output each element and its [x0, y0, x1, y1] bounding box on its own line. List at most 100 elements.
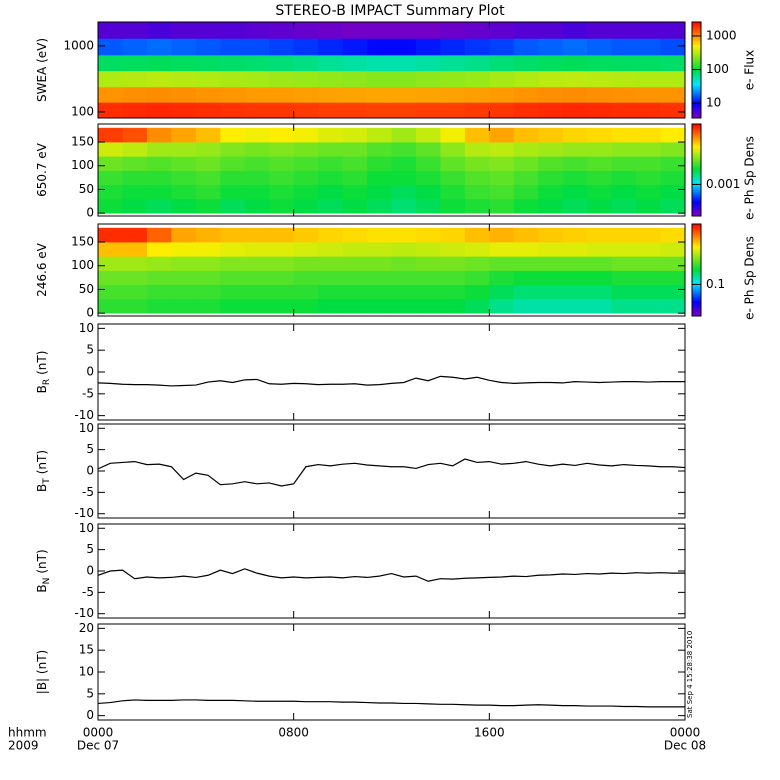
y-axis-label: |B| (nT): [35, 650, 49, 694]
heatmap-cell: [122, 102, 148, 119]
heatmap-cell: [171, 22, 197, 39]
heatmap-cell: [220, 22, 246, 39]
heatmap-cell: [244, 198, 270, 214]
date-label: Dec 08: [664, 739, 706, 753]
heatmap-cell: [367, 127, 392, 143]
heatmap-cell: [220, 127, 246, 143]
heatmap-cell: [562, 54, 588, 72]
panel-frame: [97, 21, 686, 119]
heatmap-cell: [562, 270, 588, 286]
heatmap-cell: [342, 270, 368, 286]
heatmap-cell: [171, 102, 197, 119]
heatmap-cell: [318, 70, 343, 88]
heatmap-cell: [269, 227, 295, 243]
heatmap-cell: [367, 284, 392, 300]
heatmap-cell: [611, 270, 637, 286]
heatmap-cell: [98, 102, 123, 119]
heatmap-cell: [440, 22, 466, 39]
heatmap-cell: [464, 256, 490, 271]
heatmap-cell: [146, 86, 172, 103]
heatmap-cell: [660, 298, 686, 314]
heatmap-cell: [244, 227, 270, 243]
y-tick-label: 100: [71, 258, 94, 272]
heatmap-cell: [562, 198, 588, 214]
heatmap-cell: [538, 70, 564, 88]
heatmap-cell: [611, 156, 637, 171]
heatmap-cell: [660, 184, 686, 200]
heatmap-cell: [122, 270, 148, 286]
heatmap-cell: [367, 70, 392, 88]
heatmap-cell: [244, 102, 270, 119]
heatmap-cell: [122, 142, 148, 157]
heatmap-cell: [660, 142, 686, 157]
heatmap-cell: [587, 198, 613, 214]
heatmap-cell: [611, 142, 637, 157]
heatmap-cell: [342, 227, 368, 243]
heatmap-cell: [122, 156, 148, 171]
heatmap-cell: [513, 256, 539, 271]
heatmap-cell: [367, 102, 392, 119]
heatmap-cell: [195, 38, 221, 56]
heatmap-cell: [122, 242, 148, 257]
heatmap-cell: [464, 127, 490, 143]
heatmap-cell: [195, 102, 221, 119]
date-label: Dec 07: [77, 739, 119, 753]
heatmap-cell: [464, 22, 490, 39]
heatmap-cell: [415, 256, 441, 271]
heatmap-cell: [171, 284, 197, 300]
heatmap-cell: [269, 184, 295, 200]
heatmap-cell: [146, 54, 172, 72]
x-tick-label: 0800: [278, 726, 309, 740]
heatmap-cell: [611, 22, 637, 39]
timestamp: Sat Sep 4 15:28:38 2010: [686, 631, 694, 718]
heatmap-cell: [660, 70, 686, 88]
heatmap-cell: [293, 242, 319, 257]
data-line: [97, 699, 685, 708]
y-axis-label-text: B: [35, 385, 49, 393]
heatmap-cell: [342, 198, 368, 214]
y-tick-label: 0: [86, 708, 94, 722]
heatmap-cell: [538, 242, 564, 257]
y-tick-label: -10: [74, 606, 94, 620]
heatmap-cell: [220, 242, 246, 257]
heatmap-cell: [367, 184, 392, 200]
heatmap-cell: [415, 284, 441, 300]
y-tick-label: 20: [79, 621, 94, 635]
heatmap-cell: [367, 142, 392, 157]
heatmap-cell: [489, 198, 515, 214]
heatmap-cell: [146, 198, 172, 214]
heatmap-cell: [146, 38, 172, 56]
heatmap-cell: [611, 184, 637, 200]
heatmap-cell: [146, 70, 172, 88]
y-tick-label: 150: [71, 135, 94, 149]
heatmap-cell: [562, 127, 588, 143]
heatmap-cell: [98, 198, 123, 214]
heatmap-cell: [562, 142, 588, 157]
heatmap-cell: [122, 184, 148, 200]
heatmap-cell: [146, 298, 172, 314]
y-tick-label: -5: [82, 386, 94, 400]
heatmap-cell: [391, 102, 417, 119]
heatmap-cell: [513, 102, 539, 119]
heatmap-cell: [464, 156, 490, 171]
heatmap-cell: [318, 270, 343, 286]
heatmap-cell: [415, 227, 441, 243]
heatmap-cell: [660, 284, 686, 300]
heatmap-cell: [391, 284, 417, 300]
y-axis-label-text: B: [35, 484, 49, 492]
heatmap-cell: [538, 22, 564, 39]
heatmap-cell: [538, 102, 564, 119]
colorbar-tick-label: 100: [706, 62, 729, 76]
heatmap-cell: [367, 242, 392, 257]
heatmap-cell: [587, 242, 613, 257]
heatmap-cell: [293, 298, 319, 314]
y-axis-label-unit: (nT): [35, 450, 49, 474]
heatmap-cell: [513, 86, 539, 103]
heatmap-cell: [391, 270, 417, 286]
heatmap-cell: [195, 170, 221, 186]
heatmap-cell: [611, 198, 637, 214]
heatmap-cell: [342, 70, 368, 88]
heatmap-cell: [244, 142, 270, 157]
heatmap-cell: [269, 170, 295, 186]
heatmap-cell: [611, 298, 637, 314]
